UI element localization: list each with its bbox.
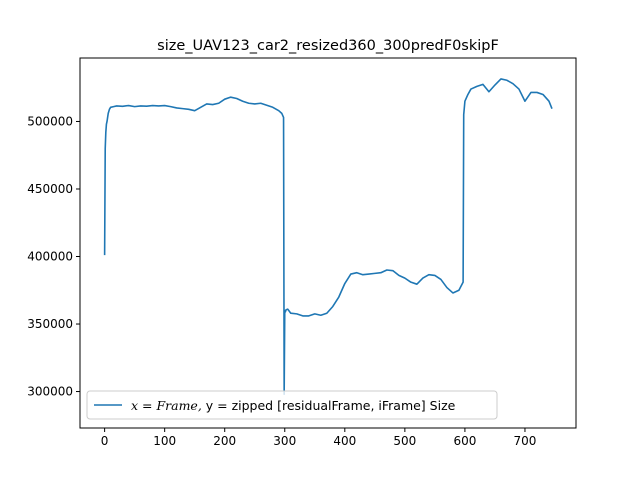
y-tick-label: 350000 bbox=[27, 317, 73, 331]
axis-ticks: 0 100 200 300 400 500 600 700 300000 350000 400000… bbox=[27, 114, 536, 448]
legend: x = Frame, y = zipped [residualFrame, iF… bbox=[86, 390, 498, 420]
x-tick-label: 300 bbox=[273, 434, 296, 448]
y-tick-label: 500000 bbox=[27, 114, 73, 128]
legend-label-math: x = Frame, bbox=[131, 398, 202, 413]
x-tick-label: 400 bbox=[333, 434, 356, 448]
legend-label: x = Frame, y = zipped [residualFrame, iF… bbox=[131, 398, 456, 413]
x-tick-label: 700 bbox=[514, 434, 537, 448]
x-tick-label: 600 bbox=[453, 434, 476, 448]
chart-title: size_UAV123_car2_resized360_300predF0ski… bbox=[157, 38, 499, 54]
y-tick-label: 450000 bbox=[27, 182, 73, 196]
y-tick-label: 300000 bbox=[27, 385, 73, 399]
y-tick-label: 400000 bbox=[27, 250, 73, 264]
series-line bbox=[103, 78, 553, 396]
x-tick-label: 200 bbox=[213, 434, 236, 448]
x-tick-label: 100 bbox=[153, 434, 176, 448]
legend-box bbox=[86, 390, 498, 420]
x-tick-label: 0 bbox=[101, 434, 109, 448]
plot-frame bbox=[79, 57, 577, 429]
legend-label-text: y = zipped [residualFrame, iFrame] Size bbox=[202, 398, 456, 413]
x-tick-label: 500 bbox=[393, 434, 416, 448]
